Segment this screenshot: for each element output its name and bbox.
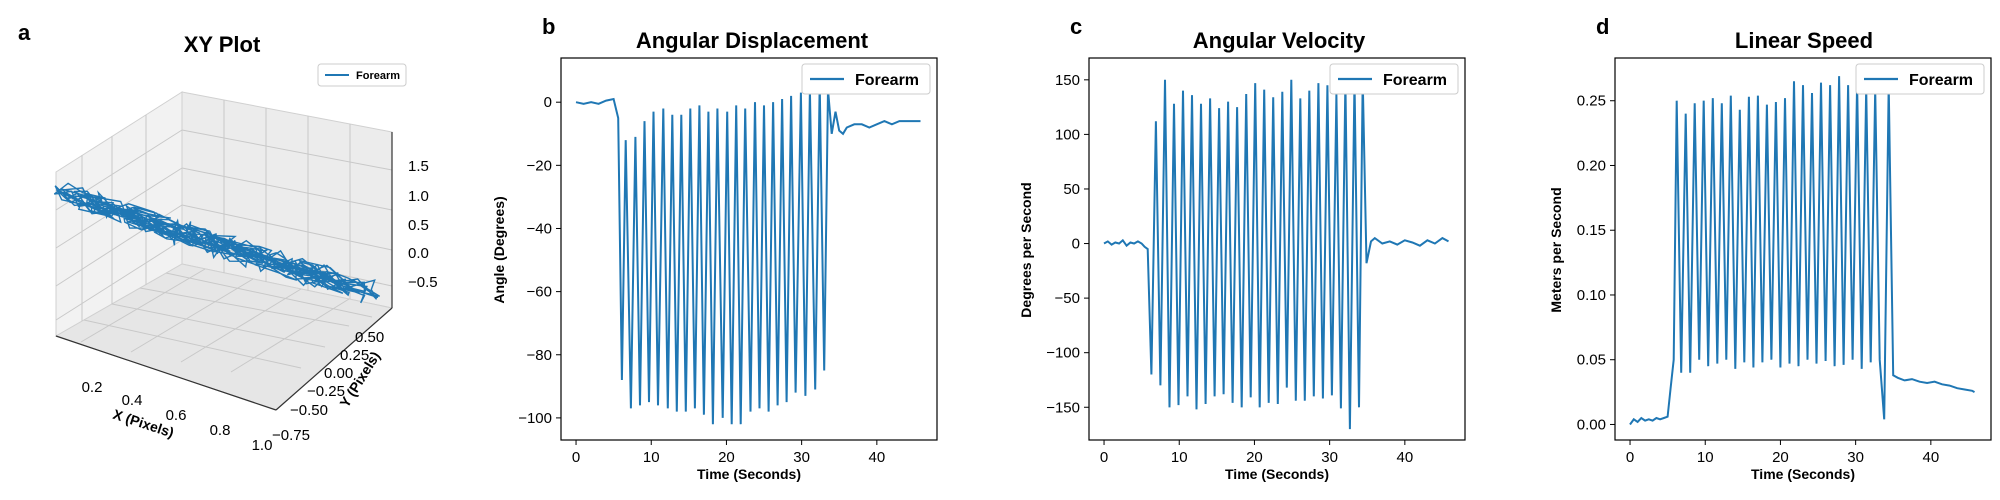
y-tick-label-d-0: 0.25 bbox=[1577, 93, 1606, 110]
y-tick-label-c-4: −50 bbox=[1055, 290, 1080, 307]
x-tick-label-c-0: 0 bbox=[1100, 449, 1108, 466]
legend-b: Forearm bbox=[801, 63, 931, 95]
panel-letter-a: a bbox=[18, 20, 31, 45]
legend-label-b: Forearm bbox=[855, 72, 919, 89]
x-tick-a-0: 0.2 bbox=[82, 379, 103, 396]
y-tick-label-c-0: 150 bbox=[1055, 72, 1080, 89]
ylabel-d: Meters per Second bbox=[1548, 187, 1564, 312]
y-tick-a-2: 0.00 bbox=[324, 365, 353, 382]
x-axis-d: 0 10 20 30 40 bbox=[1626, 440, 1939, 466]
x-tick-label-c-4: 40 bbox=[1396, 449, 1413, 466]
x-tick-label-d-1: 10 bbox=[1697, 449, 1714, 466]
title-a: XY Plot bbox=[184, 32, 261, 57]
x-tick-label-d-2: 20 bbox=[1772, 449, 1789, 466]
y-tick-label-c-5: −100 bbox=[1046, 345, 1080, 362]
y-tick-label-d-5: 0.00 bbox=[1577, 416, 1606, 433]
y-tick-label-d-1: 0.20 bbox=[1577, 157, 1606, 174]
series-line-forearm-d bbox=[1629, 76, 1975, 426]
y-tick-a-0: 0.50 bbox=[355, 329, 384, 346]
x-tick-label-b-4: 40 bbox=[868, 449, 885, 466]
y-tick-label-b-4: −80 bbox=[527, 347, 552, 364]
x-tick-label-b-2: 20 bbox=[718, 449, 735, 466]
y-tick-label-c-3: 0 bbox=[1072, 236, 1080, 253]
x-tick-a-2: 0.6 bbox=[166, 407, 187, 424]
plot-frame-d bbox=[1614, 57, 1992, 441]
y-tick-label-b-0: 0 bbox=[544, 94, 552, 111]
y-axis-d: 0.25 0.20 0.15 0.10 0.05 0.00 bbox=[1577, 93, 1615, 433]
z-tick-a-3: 0.0 bbox=[408, 245, 429, 262]
y-tick-label-b-2: −40 bbox=[527, 220, 552, 237]
ylabel-b: Angle (Degrees) bbox=[491, 196, 507, 303]
xlabel-c: Time (Seconds) bbox=[1225, 466, 1329, 482]
panel-letter-d: d bbox=[1596, 14, 1609, 39]
title-d: Linear Speed bbox=[1735, 28, 1873, 53]
panel-letter-c: c bbox=[1070, 14, 1082, 39]
axes-3d bbox=[55, 132, 393, 411]
legend-d: Forearm bbox=[1855, 63, 1985, 95]
z-tick-a-2: 0.5 bbox=[408, 217, 429, 234]
x-tick-label-b-0: 0 bbox=[572, 449, 580, 466]
title-c: Angular Velocity bbox=[1193, 28, 1366, 53]
y-tick-label-c-1: 100 bbox=[1055, 126, 1080, 143]
y-axis-b: 0 −20 −40 −60 −80 −100 bbox=[518, 94, 561, 427]
ylabel-c: Degrees per Second bbox=[1018, 182, 1034, 317]
y-tick-a-5: −0.75 bbox=[272, 427, 310, 444]
legend-label-a: Forearm bbox=[356, 70, 400, 82]
legend-label-d: Forearm bbox=[1909, 72, 1973, 89]
y-tick-label-d-2: 0.15 bbox=[1577, 222, 1606, 239]
y-tick-label-c-2: 50 bbox=[1063, 181, 1080, 198]
y-tick-label-d-4: 0.05 bbox=[1577, 352, 1606, 369]
title-b: Angular Displacement bbox=[636, 28, 869, 53]
legend-label-c: Forearm bbox=[1383, 72, 1447, 89]
z-tick-a-1: 1.0 bbox=[408, 188, 429, 205]
x-ticks-a: 0.2 0.4 0.6 0.8 1.0 bbox=[82, 379, 273, 454]
legend-a: Forearm bbox=[317, 63, 407, 87]
trajectory-3d bbox=[53, 182, 380, 304]
plot-frame-c bbox=[1088, 57, 1466, 441]
y-tick-label-b-5: −100 bbox=[518, 410, 552, 427]
plot-frame-b bbox=[560, 57, 938, 441]
x-tick-label-d-4: 40 bbox=[1922, 449, 1939, 466]
z-tick-a-4: −0.5 bbox=[408, 274, 438, 291]
z-tick-a-0: 1.5 bbox=[408, 158, 429, 175]
x-tick-label-d-0: 0 bbox=[1626, 449, 1634, 466]
y-tick-a-1: 0.25 bbox=[340, 347, 369, 364]
y-tick-a-3: −0.25 bbox=[307, 383, 345, 400]
y-tick-label-c-6: −150 bbox=[1046, 399, 1080, 416]
x-tick-label-c-1: 10 bbox=[1171, 449, 1188, 466]
x-tick-label-d-3: 30 bbox=[1847, 449, 1864, 466]
xlabel-b: Time (Seconds) bbox=[697, 466, 801, 482]
x-axis-c: 0 10 20 30 40 bbox=[1100, 440, 1413, 466]
y-ticks-a: 0.50 0.25 0.00 −0.25 −0.50 −0.75 bbox=[272, 329, 384, 444]
x-tick-label-c-2: 20 bbox=[1246, 449, 1263, 466]
panel-a: a XY Plot bbox=[18, 20, 438, 454]
trajectory-path bbox=[53, 182, 380, 304]
y-tick-label-b-3: −60 bbox=[527, 284, 552, 301]
x-tick-a-1: 0.4 bbox=[122, 392, 143, 409]
panel-d: d Linear Speed 0 10 20 30 40 0.25 0.20 0.15 0.1… bbox=[1548, 14, 1992, 482]
panel-letter-b: b bbox=[542, 14, 555, 39]
x-tick-a-4: 1.0 bbox=[252, 437, 273, 454]
y-tick-a-4: −0.50 bbox=[290, 402, 328, 419]
panel-b: b Angular Displacement 0 10 20 30 40 0 −20 −40… bbox=[491, 14, 938, 482]
series-line-forearm-b bbox=[575, 83, 921, 425]
z-ticks-a: 1.5 1.0 0.5 0.0 −0.5 bbox=[408, 158, 438, 291]
y-axis-c: 150 100 50 0 −50 −100 −150 bbox=[1046, 72, 1089, 416]
series-line-forearm-c bbox=[1103, 78, 1449, 430]
legend-c: Forearm bbox=[1329, 63, 1459, 95]
x-tick-label-c-3: 30 bbox=[1321, 449, 1338, 466]
x-axis-b: 0 10 20 30 40 bbox=[572, 440, 885, 466]
y-tick-label-b-1: −20 bbox=[527, 157, 552, 174]
x-tick-label-b-1: 10 bbox=[643, 449, 660, 466]
y-tick-label-d-3: 0.10 bbox=[1577, 287, 1606, 304]
x-tick-label-b-3: 30 bbox=[793, 449, 810, 466]
panel-c: c Angular Velocity 0 10 20 30 40 150 100 50 0 −5… bbox=[1018, 14, 1466, 482]
xlabel-d: Time (Seconds) bbox=[1751, 466, 1855, 482]
x-tick-a-3: 0.8 bbox=[210, 422, 231, 439]
